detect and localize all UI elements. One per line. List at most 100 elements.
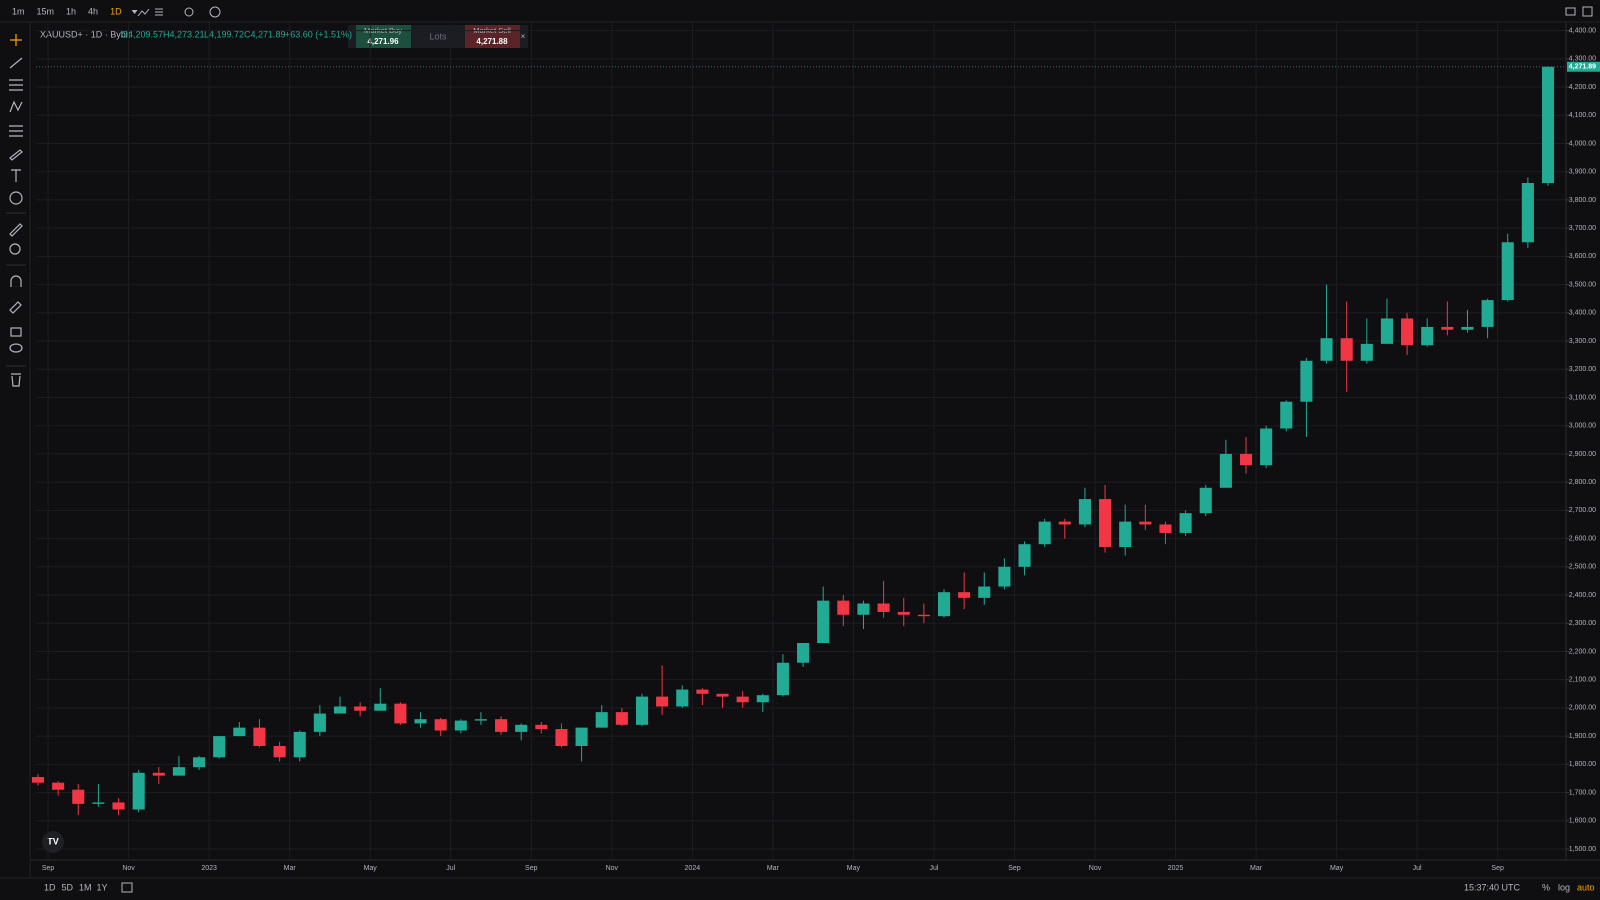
y-tick-label: 1,500.00 — [1569, 846, 1596, 853]
snapshot-button[interactable] — [1565, 7, 1576, 16]
scale-option[interactable]: % — [1542, 882, 1550, 892]
magnet-tool[interactable] — [10, 275, 22, 287]
close-panel[interactable]: × — [521, 32, 526, 41]
chart-type-button[interactable] — [137, 8, 150, 17]
candle-body — [293, 731, 306, 758]
candle-body — [937, 592, 951, 617]
legend-change: +63.60 (+1.51%) — [285, 29, 352, 39]
last-price-badge — [1567, 61, 1600, 72]
y-tick-label: 4,100.00 — [1569, 112, 1596, 119]
candle-body — [817, 600, 830, 643]
candle-body — [394, 703, 407, 724]
trend-line-tool[interactable] — [9, 57, 23, 69]
ruler-tool[interactable] — [9, 223, 23, 237]
indicators-button[interactable] — [155, 8, 163, 16]
emoji-tool[interactable] — [9, 191, 23, 205]
y-tick-label: 3,100.00 — [1569, 394, 1596, 401]
pattern-tool[interactable] — [9, 100, 23, 113]
last-price-label: 4,271.89 — [1569, 64, 1596, 71]
lock-tool[interactable] — [10, 327, 22, 337]
candle-body — [1078, 499, 1091, 525]
buy-price: 4,271.96 — [367, 37, 399, 46]
top-icons — [137, 6, 1593, 18]
crosshair-tool[interactable] — [10, 34, 22, 46]
candle-body — [1401, 318, 1414, 346]
scale-option[interactable]: auto — [1577, 882, 1595, 892]
brush-tool[interactable] — [9, 149, 23, 161]
settings-button[interactable] — [184, 7, 194, 17]
candle-body — [1340, 338, 1353, 361]
y-tick-label: 2,100.00 — [1569, 677, 1596, 684]
candle-body — [172, 767, 185, 776]
y-tick-label: 3,200.00 — [1569, 366, 1596, 373]
text-tool[interactable] — [11, 169, 21, 182]
candle-body — [1501, 242, 1514, 301]
interval-button[interactable]: 1m — [12, 6, 25, 16]
x-tick-label: Sep — [1491, 865, 1504, 872]
interval-button[interactable]: 15m — [37, 6, 55, 16]
y-tick-label: 3,800.00 — [1569, 197, 1596, 204]
y-tick-label: 1,800.00 — [1569, 761, 1596, 768]
delete-tool[interactable] — [11, 373, 21, 387]
y-tick-label: 2,200.00 — [1569, 648, 1596, 655]
x-tick-label: Sep — [525, 865, 538, 872]
drawing-tools — [6, 34, 26, 387]
y-tick-label: 4,400.00 — [1569, 27, 1596, 34]
forecast-tool[interactable] — [9, 125, 23, 137]
fib-tool[interactable] — [9, 79, 23, 91]
fullscreen-button[interactable] — [1582, 6, 1593, 17]
candle-body — [1260, 428, 1273, 466]
range-button[interactable]: 1D — [44, 882, 56, 892]
candle-body — [1219, 453, 1232, 488]
range-button[interactable]: 1Y — [97, 882, 108, 892]
legend-low: L4,199.72 — [204, 29, 244, 39]
candle-body — [635, 696, 649, 725]
add-button[interactable] — [209, 6, 221, 18]
interval-button[interactable]: 1h — [66, 6, 76, 16]
candle-body — [434, 719, 447, 731]
y-tick-label: 2,400.00 — [1569, 592, 1596, 599]
y-tick-label: 3,000.00 — [1569, 423, 1596, 430]
y-tick-label: 2,000.00 — [1569, 705, 1596, 712]
legend-close: C4,271.89 — [244, 29, 286, 39]
hide-tool[interactable] — [9, 343, 23, 353]
interval-button[interactable]: 1D — [110, 6, 122, 16]
y-tick-label: 2,700.00 — [1569, 507, 1596, 514]
candle-body — [1139, 521, 1152, 525]
candle-body — [414, 719, 427, 724]
candle-body — [1380, 318, 1393, 344]
clock: 15:37:40 UTC — [1464, 882, 1521, 892]
candle-body — [454, 720, 467, 731]
x-tick-label: Mar — [767, 865, 780, 872]
candle-body — [696, 689, 709, 694]
candle-body — [1421, 326, 1434, 346]
date-range-button[interactable] — [121, 882, 133, 893]
candle-body — [31, 777, 45, 783]
interval-dropdown[interactable] — [131, 10, 138, 14]
x-tick-label: Jul — [446, 865, 455, 872]
symbol-label: XAUUSD+ · 1D · Bybit — [40, 29, 131, 39]
stay-drawing-tool[interactable] — [9, 301, 22, 314]
candle-body — [1159, 524, 1172, 533]
candle-body — [1521, 182, 1534, 243]
candle-body — [52, 782, 65, 790]
range-button[interactable]: 5D — [62, 882, 74, 892]
candle-body — [756, 695, 769, 703]
y-tick-label: 4,200.00 — [1569, 84, 1596, 91]
x-tick-label: May — [364, 865, 378, 872]
candle-body — [716, 693, 729, 697]
y-tick-label: 3,700.00 — [1569, 225, 1596, 232]
y-tick-label: 2,800.00 — [1569, 479, 1596, 486]
zoom-tool[interactable] — [9, 243, 21, 255]
candle-body — [917, 614, 930, 617]
y-tick-label: 4,000.00 — [1569, 140, 1596, 147]
scale-option[interactable]: log — [1558, 882, 1570, 892]
candle-body — [1199, 487, 1212, 514]
range-button[interactable]: 1M — [79, 882, 92, 892]
candle-body — [72, 789, 85, 804]
interval-button[interactable]: 4h — [88, 6, 98, 16]
candle-body — [374, 703, 387, 711]
candle-body — [555, 729, 568, 746]
